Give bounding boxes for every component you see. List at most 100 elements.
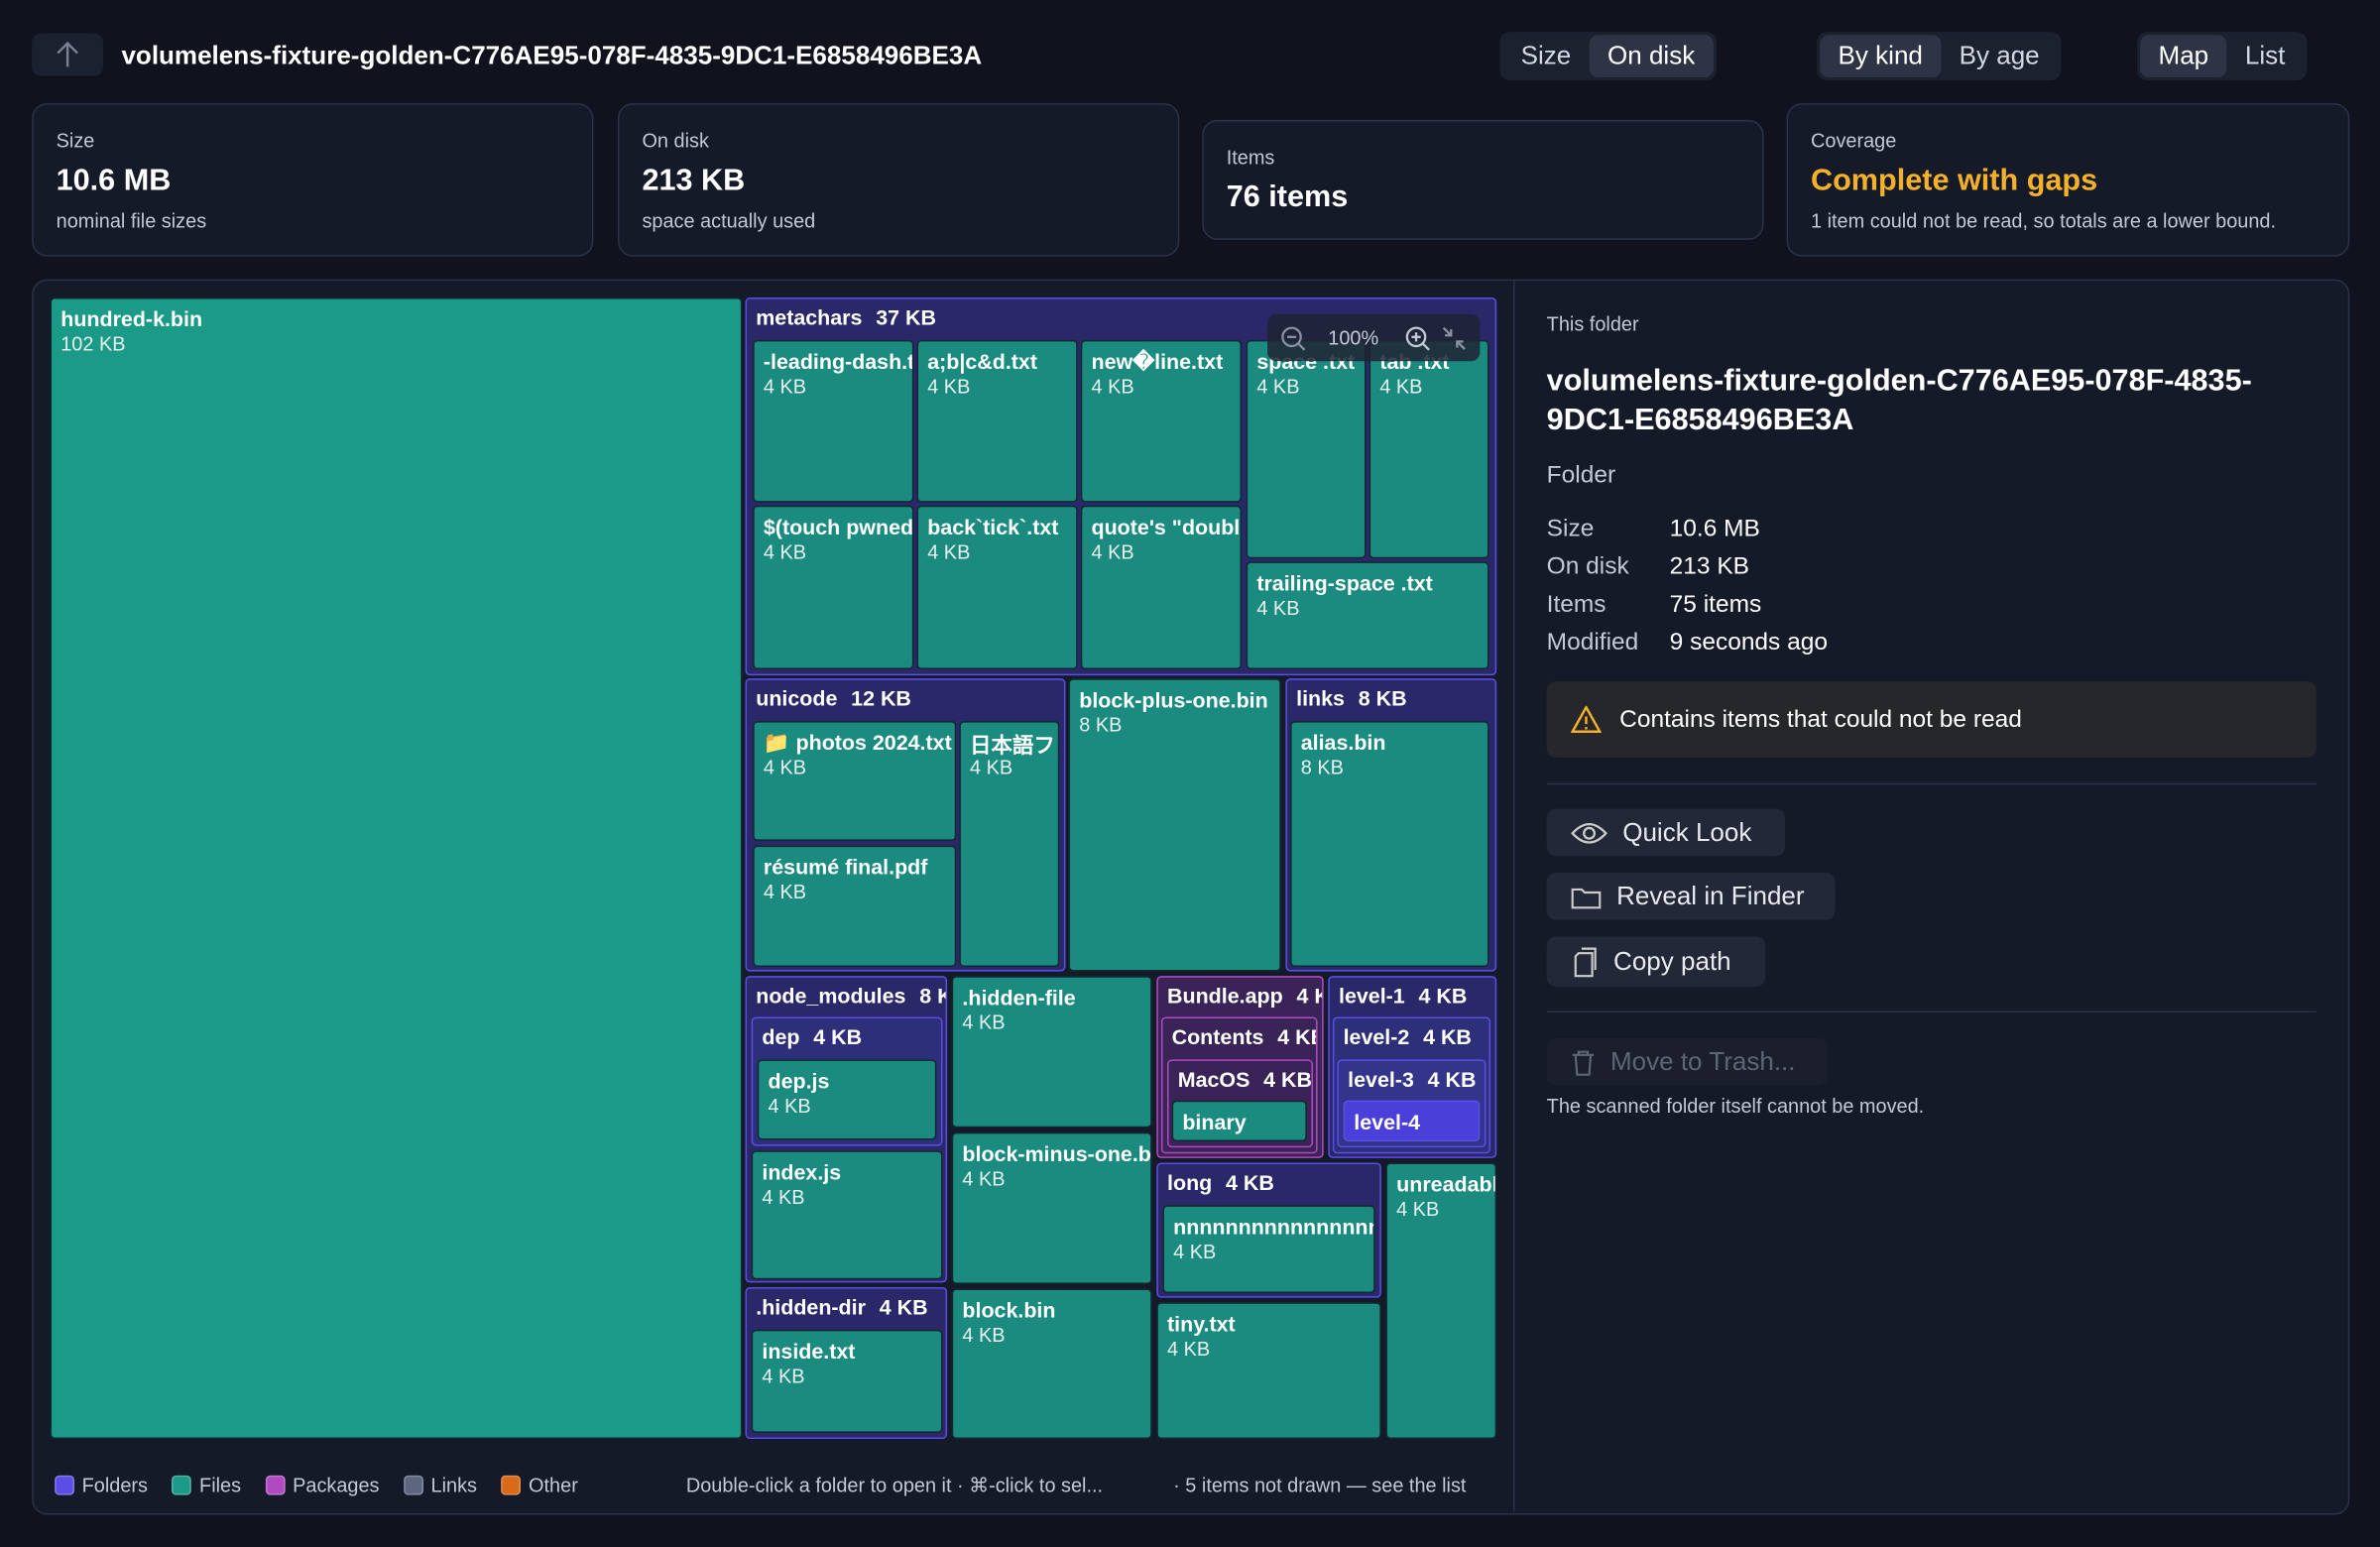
stat-value: 76 items	[1226, 180, 1349, 214]
tile-name: level-3	[1348, 1067, 1414, 1092]
separator	[1546, 1011, 2317, 1012]
tile-name: new�line.txt	[1091, 349, 1224, 374]
tile-size: 4 KB	[762, 1365, 805, 1387]
tile-size: 4 KB	[768, 1094, 811, 1118]
tile-name: level-1	[1338, 983, 1405, 1009]
tile-header: dep 4 KB	[762, 1024, 862, 1048]
file-tile: tiny.txt 4 KB	[1156, 1302, 1381, 1440]
tile-name: node_modules	[756, 983, 906, 1009]
tile-name: long	[1167, 1170, 1213, 1195]
by-age-button[interactable]: By age	[1959, 41, 2040, 70]
tile-size: 4 KB	[879, 1294, 928, 1320]
file-tile: a;b|c&d.txt 4 KB	[916, 339, 1078, 503]
tile-name: a;b|c&d.txt	[927, 349, 1037, 374]
stat-card: Coverage Complete with gaps 1 item could…	[1786, 103, 2350, 257]
map-button[interactable]: Map	[2140, 35, 2227, 78]
tile-size: 4 KB	[927, 375, 971, 399]
warning-text: Contains items that could not be read	[1619, 707, 2022, 734]
stat-value: 213 KB	[642, 164, 746, 197]
tile-size: 4 KB	[970, 756, 1013, 779]
legend-label: Links	[430, 1474, 478, 1497]
tile-header: level-1 4 KB	[1339, 984, 1467, 1008]
tile-header: long 4 KB	[1167, 1170, 1274, 1194]
tile-name: links	[1296, 685, 1345, 711]
file-tile: block-plus-one.bin 8 KB	[1068, 678, 1281, 972]
folder-title: volumelens-fixture-golden-C776AE95-078F-…	[121, 41, 983, 70]
tile-size: 4 KB	[1277, 1024, 1316, 1049]
tile-name: level-2	[1343, 1024, 1410, 1049]
property-value: 75 items	[1669, 591, 1762, 618]
legend-swatch	[501, 1475, 522, 1495]
tile-size: 4 KB	[1379, 375, 1423, 399]
copy-path-button[interactable]: Copy path	[1546, 936, 1766, 987]
button-label: Copy path	[1613, 946, 1731, 976]
file-tile: inside.txt 4 KB	[751, 1329, 943, 1433]
tile-size: 4 KB	[1263, 1067, 1313, 1092]
warning-box: Contains items that could not be read	[1546, 681, 2317, 758]
reveal-button[interactable]: Reveal in Finder	[1546, 873, 1836, 920]
tile-size: 4 KB	[763, 539, 807, 563]
file-tile: back`tick`.txt 4 KB	[916, 505, 1078, 669]
legend-item: Files	[172, 1474, 242, 1497]
tile-header: level-4	[1354, 1110, 1420, 1133]
on-disk-button[interactable]: On disk	[1589, 35, 1714, 78]
zoom-reset[interactable]	[1441, 325, 1469, 353]
legend-item: Folders	[55, 1474, 148, 1496]
tile-name: block.bin	[962, 1297, 1056, 1323]
stat-label: Size	[56, 129, 95, 153]
file-tile: hundred-k.bin 102 KB	[50, 297, 743, 1440]
size-button[interactable]: Size	[1520, 41, 1572, 70]
stat-card: Size 10.6 MB nominal file sizes	[32, 103, 594, 257]
stat-card: On disk 213 KB space actually used	[617, 103, 1180, 257]
up-button[interactable]	[32, 33, 104, 76]
quick-look-button[interactable]: Quick Look	[1546, 808, 1785, 857]
file-tile: index.js 4 KB	[751, 1150, 943, 1280]
button-label: Quick Look	[1622, 817, 1752, 847]
panel-kind: Folder	[1546, 462, 1616, 489]
tile-size: 8 KB	[1358, 685, 1407, 711]
by-kind-button[interactable]: By kind	[1820, 35, 1942, 78]
file-tile: new�line.txt 4 KB	[1080, 339, 1243, 503]
copy-icon	[1574, 946, 1597, 977]
tile-name: 日本語ファイル	[970, 733, 1058, 758]
file-tile: .hidden-file 4 KB	[951, 976, 1152, 1129]
stat-label: On disk	[642, 129, 709, 153]
file-tile: nnnnnnnnnnnnnnnnnnnnnnnnnnnnnn4 KB	[1162, 1205, 1375, 1294]
file-tile: trailing-space .txt 4 KB	[1246, 561, 1489, 669]
tile-size: 4 KB	[1173, 1240, 1217, 1263]
legend-label: Files	[199, 1474, 242, 1497]
tile-size: 102 KB	[60, 332, 126, 356]
tile-name: trailing-space .txt	[1256, 570, 1433, 595]
zoom-out[interactable]	[1279, 325, 1307, 353]
tile-name: block-minus-one.bin	[962, 1141, 1152, 1166]
legend-item: Other	[501, 1474, 578, 1496]
folder-tile: level-4	[1343, 1100, 1481, 1142]
tile-size: 4 KB	[1418, 983, 1468, 1009]
zoom-control: 100%	[1267, 313, 1481, 362]
tile-header: Contents 4 KB	[1172, 1024, 1316, 1049]
list-button[interactable]: List	[2244, 41, 2286, 70]
property-label: Items	[1546, 591, 1606, 618]
tile-name: metachars	[756, 304, 863, 330]
tile-name: level-4	[1354, 1109, 1421, 1134]
tile-size: 4 KB	[763, 880, 807, 903]
tile-name: .hidden-file	[962, 985, 1076, 1010]
tile-name: hundred-k.bin	[60, 306, 203, 331]
tile-name: unreadable	[1396, 1171, 1494, 1197]
zoom-in[interactable]	[1404, 325, 1432, 353]
separator	[1546, 782, 2317, 785]
button-label: Move to Trash...	[1609, 1046, 1796, 1076]
property-label: Modified	[1546, 630, 1639, 656]
tile-header: .hidden-dir 4 KB	[756, 1295, 927, 1319]
tile-name: $(touch pwned).txt	[763, 514, 914, 539]
tile-size: 4 KB	[1226, 1170, 1274, 1195]
panel-section: This folder	[1546, 312, 1639, 336]
file-tile: dep.js 4 KB	[757, 1059, 937, 1140]
legend-swatch	[55, 1475, 74, 1495]
tile-size: 8 KB	[1079, 713, 1123, 737]
tile-name: MacOS	[1177, 1067, 1250, 1092]
legend-swatch	[403, 1475, 423, 1495]
